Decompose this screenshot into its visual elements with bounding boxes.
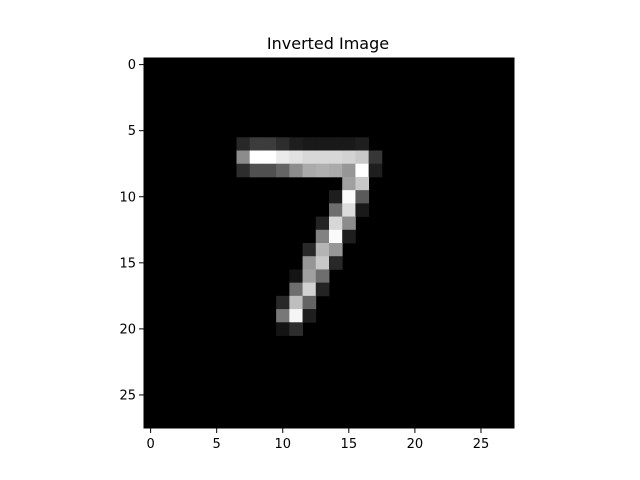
heatmap-cell [262, 137, 277, 151]
heatmap-cell [249, 150, 264, 165]
heatmap-cell [368, 163, 383, 178]
heatmap-cell [302, 243, 317, 257]
heatmap-cell [329, 137, 343, 151]
heatmap-cell [315, 269, 330, 284]
heatmap-cell [262, 163, 277, 178]
heatmap-cell [315, 150, 330, 165]
heatmap-cell [276, 322, 290, 336]
heatmap-cell [342, 216, 356, 231]
heatmap-cell [342, 176, 356, 191]
heatmap-cell [342, 163, 356, 178]
heatmap-cell [329, 229, 343, 244]
heatmap-cell [329, 203, 343, 217]
heatmap-cell [302, 269, 317, 284]
heatmap-cell [315, 229, 330, 244]
heatmap-cell [302, 256, 317, 270]
heatmap-cell [315, 163, 330, 178]
x-tick-label: 15 [341, 437, 358, 452]
heatmap-cell [289, 309, 303, 323]
heatmap-cell [302, 163, 317, 178]
heatmap-cell [302, 137, 317, 151]
heatmap-cell [289, 282, 303, 297]
heatmap-cell [315, 282, 330, 297]
heatmap-cell [355, 150, 370, 165]
heatmap-cell [276, 137, 290, 151]
x-axis: 0 5 10 15 20 25 [146, 428, 489, 452]
heatmap-cell [355, 163, 370, 178]
heatmap-cell [236, 163, 251, 178]
heatmap-cell [262, 150, 277, 165]
heatmap-cell [276, 163, 290, 178]
heatmap-cell [289, 269, 303, 284]
heatmap-cell [329, 163, 343, 178]
heatmap-cell [342, 229, 356, 244]
y-tick-label: 0 [128, 58, 136, 73]
chart-title: Inverted Image [267, 34, 389, 53]
heatmap-cell [276, 309, 290, 323]
heatmap-cell [329, 243, 343, 257]
heatmap-cell [355, 176, 370, 191]
heatmap-cell [302, 150, 317, 165]
heatmap-cell [355, 203, 370, 217]
heatmap-cell [289, 137, 303, 151]
heatmap-cell [355, 137, 370, 151]
y-axis: 0 5 10 15 20 25 [119, 58, 144, 403]
heatmap-cell [249, 163, 264, 178]
heatmap-cell [276, 295, 290, 310]
heatmap-cell [342, 190, 356, 204]
heatmap-cell [342, 137, 356, 151]
x-tick-label: 25 [473, 437, 490, 452]
x-tick-label: 10 [274, 437, 291, 452]
heatmap-cell [315, 216, 330, 231]
heatmap-cell [329, 190, 343, 204]
heatmap-cell [329, 216, 343, 231]
x-tick-label: 0 [146, 437, 154, 452]
heatmap-cell [355, 190, 370, 204]
heatmap-cell [302, 295, 317, 310]
x-tick-label: 5 [213, 437, 221, 452]
heatmap-cell [342, 203, 356, 217]
heatmap-cell [236, 150, 251, 165]
heatmap-cell [368, 150, 383, 165]
y-tick-label: 20 [119, 322, 136, 337]
heatmap-cell [342, 150, 356, 165]
heatmap-cell [302, 309, 317, 323]
heatmap-cell [289, 322, 303, 336]
y-tick-label: 5 [128, 124, 136, 139]
heatmap-cell [329, 150, 343, 165]
y-tick-label: 10 [119, 190, 136, 205]
x-tick-label: 20 [407, 437, 424, 452]
heatmap-cell [302, 282, 317, 297]
y-tick-label: 25 [119, 388, 136, 403]
heatmap-cell [315, 243, 330, 257]
heatmap-cell [315, 137, 330, 151]
plot-frame [143, 57, 515, 429]
heatmap-cell [236, 137, 251, 151]
heatmap-cell [315, 256, 330, 270]
y-tick-label: 15 [119, 256, 136, 271]
heatmap-cell [276, 150, 290, 165]
heatmap-cell [289, 163, 303, 178]
heatmap-cell [289, 150, 303, 165]
heatmap-cell [289, 295, 303, 310]
heatmap-cell [329, 256, 343, 270]
heatmap-cells [144, 58, 514, 428]
heatmap-cell [249, 137, 264, 151]
